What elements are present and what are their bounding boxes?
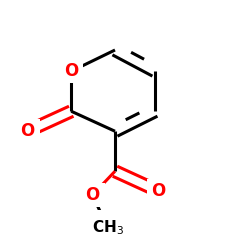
Bar bbox=[59, 59, 83, 83]
Bar bbox=[80, 183, 104, 207]
Text: O: O bbox=[152, 182, 166, 200]
Text: O: O bbox=[64, 62, 78, 80]
Text: O: O bbox=[86, 186, 100, 204]
Text: CH$_3$: CH$_3$ bbox=[92, 218, 124, 237]
Text: O: O bbox=[20, 122, 34, 140]
Bar bbox=[147, 179, 171, 203]
Bar bbox=[16, 119, 40, 143]
Bar bbox=[90, 210, 126, 246]
